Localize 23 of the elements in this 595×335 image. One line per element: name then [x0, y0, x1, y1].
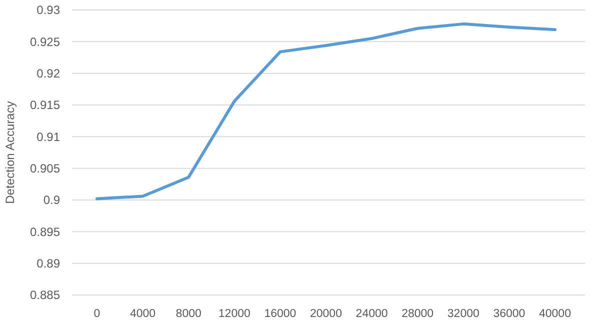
x-tick-label: 4000: [130, 308, 156, 320]
x-tick-label: 36000: [493, 308, 526, 320]
x-tick-label: 0: [94, 308, 100, 320]
x-tick-label: 16000: [264, 308, 296, 320]
x-tick-label: 8000: [176, 308, 202, 320]
y-tick-label: 0.885: [30, 288, 60, 302]
y-tick-label: 0.905: [30, 162, 60, 176]
x-tick-label: 12000: [218, 308, 250, 320]
y-tick-label: 0.93: [36, 3, 60, 18]
line-series: [96, 22, 556, 200]
y-tick-label: 0.89: [36, 256, 60, 271]
x-tick-label: 28000: [402, 308, 434, 320]
y-tick-label: 0.9: [43, 193, 60, 208]
x-tick-label: 20000: [310, 308, 342, 320]
y-tick-label: 0.925: [30, 34, 60, 49]
x-tick-label: 24000: [356, 308, 388, 320]
x-tick-label: 40000: [539, 308, 571, 320]
y-tick-label: 0.92: [36, 66, 60, 81]
y-tick-label: 0.91: [36, 130, 60, 144]
x-tick-label: 32000: [447, 308, 480, 320]
y-tick-label: 0.915: [30, 98, 60, 112]
y-axis-title: Detection Accuracy: [3, 101, 17, 204]
y-tick-label: 0.895: [30, 224, 60, 239]
